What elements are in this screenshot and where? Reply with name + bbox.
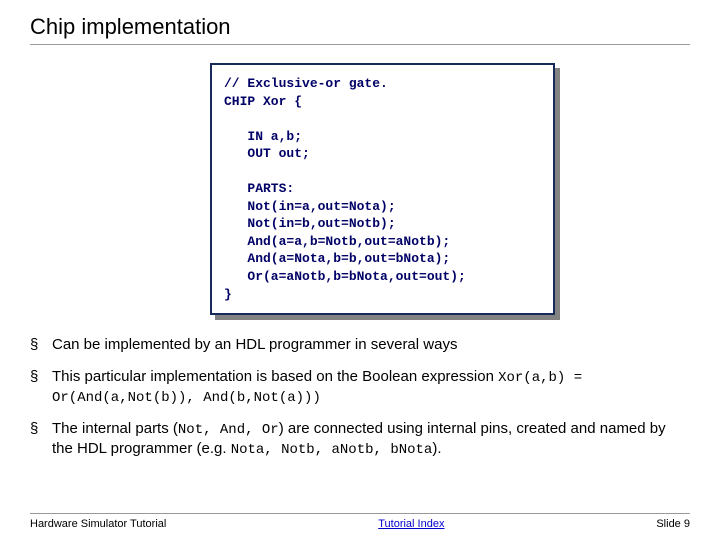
code-block: // Exclusive-or gate. CHIP Xor { IN a,b;… — [210, 63, 555, 315]
footer: Hardware Simulator Tutorial Tutorial Ind… — [30, 513, 690, 530]
footer-right: Slide 9 — [656, 518, 690, 530]
bullet-3-pre: The internal parts ( — [52, 420, 178, 437]
code-content: // Exclusive-or gate. CHIP Xor { IN a,b;… — [210, 63, 555, 315]
footer-left: Hardware Simulator Tutorial — [30, 518, 166, 530]
bullet-2-pre: This particular implementation is based … — [52, 368, 498, 385]
bullet-3: The internal parts (Not, And, Or) are co… — [30, 419, 690, 459]
bullet-3-mono: Nota, Notb, aNotb, bNota — [231, 442, 433, 458]
bullet-3-mid1: Not, And, Or — [178, 422, 279, 438]
bullet-1-text: Can be implemented by an HDL programmer … — [52, 336, 457, 353]
bullet-3-post: ). — [432, 440, 441, 457]
bullet-list: Can be implemented by an HDL programmer … — [30, 335, 690, 459]
bullet-2: This particular implementation is based … — [30, 367, 690, 407]
tutorial-index-link[interactable]: Tutorial Index — [378, 518, 444, 530]
bullet-1: Can be implemented by an HDL programmer … — [30, 335, 690, 355]
slide-title: Chip implementation — [30, 14, 690, 45]
slide: Chip implementation // Exclusive-or gate… — [0, 0, 720, 540]
